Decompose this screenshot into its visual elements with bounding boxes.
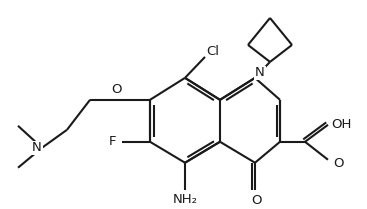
Text: O: O bbox=[251, 194, 261, 207]
Text: OH: OH bbox=[331, 118, 351, 131]
Text: F: F bbox=[109, 135, 117, 148]
Text: Cl: Cl bbox=[207, 45, 219, 58]
Text: N: N bbox=[255, 66, 265, 79]
Text: O: O bbox=[333, 157, 343, 170]
Text: N: N bbox=[32, 141, 42, 154]
Text: NH₂: NH₂ bbox=[172, 193, 197, 206]
Text: O: O bbox=[111, 83, 121, 96]
